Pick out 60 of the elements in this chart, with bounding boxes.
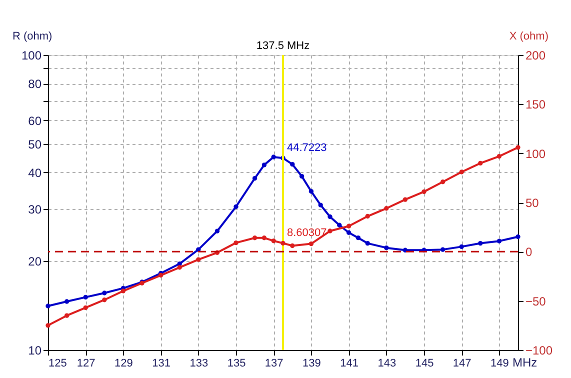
point (440, 247, 446, 252)
point (102, 290, 107, 296)
x-tick-label: 129 (114, 358, 133, 370)
y-tick-label: 80 (28, 77, 42, 92)
x-tick-label: 135 (227, 358, 246, 370)
point (346, 230, 352, 235)
y2-tick-label: 200 (526, 48, 546, 62)
point (496, 238, 502, 244)
x-tick-label: 125 (48, 358, 67, 370)
point (214, 228, 220, 234)
y2-tick-label: 0 (526, 245, 532, 260)
y2-tick-label: 100 (526, 146, 546, 161)
point (516, 234, 520, 240)
y-tick-label: 40 (28, 166, 42, 180)
x-tick-label: 147 (452, 358, 472, 370)
point (402, 248, 408, 252)
x-tick-label: 139 (302, 358, 321, 370)
point (46, 304, 50, 308)
y-axis-title: R (ohm) (12, 30, 52, 42)
x-tick-label: 141 (340, 358, 358, 370)
x-tick-label: 145 (415, 358, 434, 370)
point (290, 162, 295, 167)
point (299, 174, 304, 179)
y2-tick-label: −100 (526, 344, 553, 358)
point (365, 240, 370, 246)
x-tick-label: 133 (190, 358, 208, 370)
y-tick-label: 60 (28, 114, 42, 128)
y-tick-label: 30 (28, 202, 42, 217)
point (196, 247, 201, 252)
annotation: 44.7223 (287, 142, 327, 154)
y2-axis-title: X (ohm) (509, 30, 548, 42)
point (459, 244, 464, 250)
point (356, 235, 361, 240)
y2-tick-label: 150 (526, 98, 546, 112)
x-axis-title: MHz (512, 356, 538, 370)
point (64, 299, 70, 304)
y-tick-label: 20 (28, 254, 42, 269)
x-tick-label: 127 (76, 358, 96, 370)
y-tick-label: 100 (21, 48, 42, 62)
point (384, 245, 389, 250)
x-tick-label: 131 (152, 358, 170, 370)
point (337, 222, 342, 228)
point (328, 214, 332, 220)
point (271, 154, 276, 160)
x-tick-label: 149 (490, 358, 509, 370)
point (478, 240, 483, 246)
point (308, 189, 314, 194)
point (234, 204, 238, 210)
point (252, 176, 258, 181)
y-tick-label: 50 (28, 137, 42, 152)
y2-tick-label: −50 (526, 294, 546, 308)
point (318, 202, 323, 208)
point (83, 294, 88, 300)
x-tick-label: 137 (264, 358, 284, 370)
y2-tick-label: 50 (526, 196, 540, 210)
annotation: 8.60307 (287, 227, 327, 240)
y-tick-label: 10 (28, 344, 42, 358)
point (262, 162, 267, 168)
x-tick-label: 143 (378, 358, 396, 370)
ref-line-label: 137.5 MHz (256, 40, 310, 52)
